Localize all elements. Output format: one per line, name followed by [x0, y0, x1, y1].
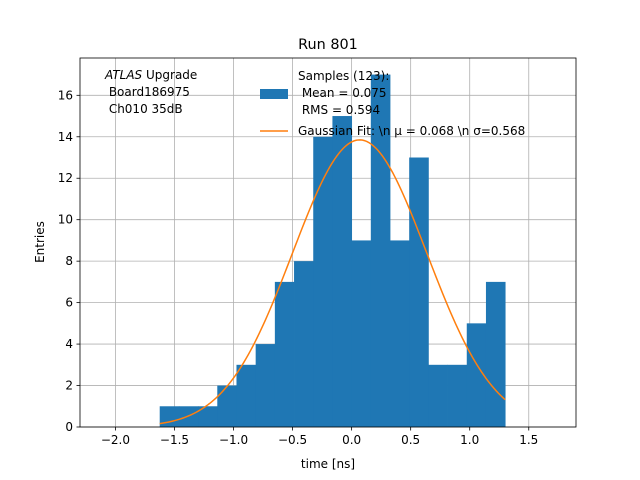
histogram-bar — [274, 281, 295, 427]
legend-hist-line2: Mean = 0.075 — [298, 86, 387, 100]
y-tick-label: 14 — [58, 130, 73, 144]
histogram-bar — [428, 364, 448, 427]
histogram-bar — [198, 406, 218, 427]
histogram-bar — [466, 323, 487, 427]
histogram-bar — [217, 385, 237, 427]
gaussian-fit-line — [159, 139, 506, 425]
x-tick-label: −1.5 — [160, 433, 189, 447]
y-tick-label: 16 — [58, 88, 73, 102]
chart-title: Run 801 — [298, 37, 358, 53]
channel-label: Ch010 35dB — [105, 102, 183, 116]
histogram-bar — [159, 406, 180, 427]
histogram-bar — [332, 116, 353, 427]
histogram-bar — [409, 157, 429, 427]
legend-hist-line3: RMS = 0.594 — [298, 103, 380, 117]
histogram-bar — [370, 74, 391, 428]
histogram-bar — [313, 136, 333, 428]
plot-frame — [79, 57, 577, 428]
legend-hist-swatch — [260, 89, 288, 99]
atlas-label: ATLAS — [104, 68, 143, 82]
histogram-bars — [159, 74, 506, 428]
x-tick-label: −1.0 — [219, 433, 248, 447]
y-tick-label: 0 — [65, 420, 73, 434]
y-tick-label: 6 — [65, 296, 73, 310]
atlas-annotation: ATLAS Upgrade Board186975 Ch010 35dB — [104, 68, 197, 116]
histogram-bar — [390, 240, 410, 427]
histogram-bar — [255, 344, 276, 427]
histogram-bar — [485, 281, 506, 427]
legend-fit-label: Gaussian Fit: \n μ = 0.068 \n σ=0.568 — [298, 124, 525, 138]
x-tick-label: −2.0 — [101, 433, 130, 447]
x-tick-label: 1.5 — [519, 433, 538, 447]
y-tick-label: 2 — [65, 379, 73, 393]
y-axis-label: Entries — [33, 221, 47, 263]
x-tick-label: −0.5 — [278, 433, 307, 447]
x-tick-label: 0.0 — [342, 433, 361, 447]
histogram-bar — [236, 364, 257, 427]
legend: Samples (123): Mean = 0.075 RMS = 0.594 … — [260, 69, 525, 138]
histogram-bar — [294, 261, 314, 427]
x-axis-ticks: −2.0 −1.5 −1.0 −0.5 0.0 0.5 1.0 1.5 — [101, 427, 538, 447]
x-axis-label: time [ns] — [301, 457, 355, 471]
atlas-annotation-line1: ATLAS Upgrade — [104, 68, 197, 82]
x-tick-label: 0.5 — [401, 433, 420, 447]
board-label: Board186975 — [105, 85, 190, 99]
y-tick-label: 4 — [65, 337, 73, 351]
histogram-bar — [447, 364, 468, 427]
x-tick-label: 1.0 — [460, 433, 479, 447]
upgrade-label: Upgrade — [142, 68, 197, 82]
histogram-bar — [351, 240, 372, 427]
y-axis-ticks: 0 2 4 6 8 10 12 14 16 — [58, 88, 80, 434]
legend-hist-line1: Samples (123): — [298, 69, 389, 83]
y-tick-label: 10 — [58, 213, 73, 227]
y-tick-label: 12 — [58, 171, 73, 185]
y-tick-label: 8 — [65, 254, 73, 268]
